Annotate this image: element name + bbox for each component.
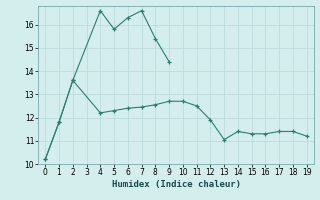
X-axis label: Humidex (Indice chaleur): Humidex (Indice chaleur) bbox=[111, 180, 241, 189]
